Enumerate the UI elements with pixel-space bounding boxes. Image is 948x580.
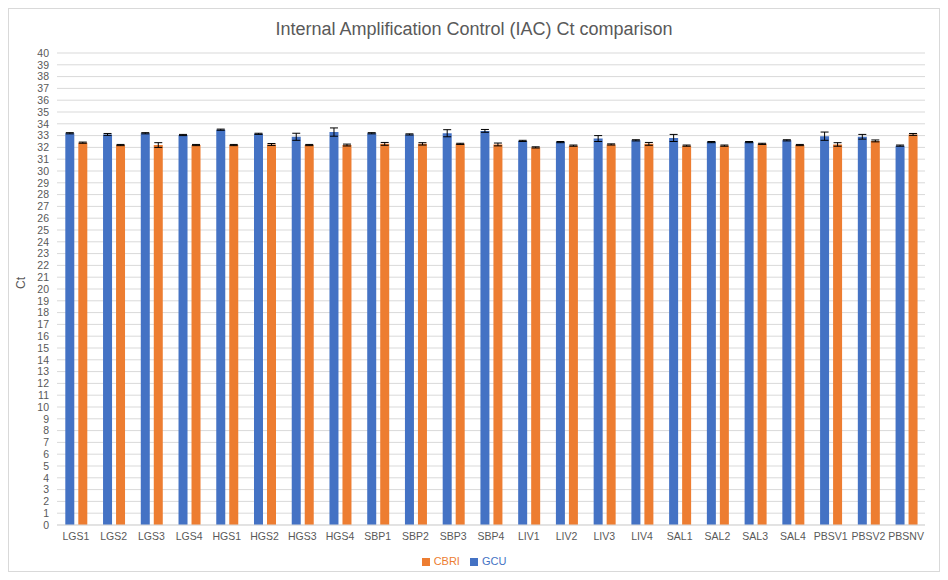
svg-text:16: 16 xyxy=(37,330,49,342)
svg-text:LGS4: LGS4 xyxy=(176,530,203,542)
svg-text:PBSV1: PBSV1 xyxy=(814,530,848,542)
svg-text:35: 35 xyxy=(37,106,49,118)
svg-text:HGS2: HGS2 xyxy=(250,530,279,542)
svg-text:HGS4: HGS4 xyxy=(326,530,355,542)
svg-text:39: 39 xyxy=(37,59,49,71)
svg-text:31: 31 xyxy=(37,153,49,165)
svg-text:23: 23 xyxy=(37,247,49,259)
svg-text:LIV3: LIV3 xyxy=(593,530,615,542)
svg-text:18: 18 xyxy=(37,306,49,318)
svg-text:21: 21 xyxy=(37,271,49,283)
svg-text:6: 6 xyxy=(43,448,49,460)
svg-text:PBSNV: PBSNV xyxy=(888,530,924,542)
svg-text:PBSV2: PBSV2 xyxy=(851,530,885,542)
svg-text:30: 30 xyxy=(37,165,49,177)
svg-text:2: 2 xyxy=(43,495,49,507)
svg-text:28: 28 xyxy=(37,188,49,200)
svg-text:SBP2: SBP2 xyxy=(402,530,429,542)
svg-text:27: 27 xyxy=(37,200,49,212)
svg-text:SAL4: SAL4 xyxy=(780,530,806,542)
svg-text:4: 4 xyxy=(43,472,49,484)
svg-text:0: 0 xyxy=(43,519,49,531)
svg-text:15: 15 xyxy=(37,342,49,354)
html-text:CBRI: CBRI xyxy=(433,555,460,567)
svg-text:LIV4: LIV4 xyxy=(631,530,653,542)
svg-text:37: 37 xyxy=(37,82,49,94)
svg-text:SBP4: SBP4 xyxy=(478,530,505,542)
svg-text:20: 20 xyxy=(37,283,49,295)
svg-text:SAL2: SAL2 xyxy=(705,530,731,542)
svg-text:LGS3: LGS3 xyxy=(138,530,165,542)
svg-text:33: 33 xyxy=(37,129,49,141)
svg-text:10: 10 xyxy=(37,401,49,413)
svg-text:19: 19 xyxy=(37,295,49,307)
svg-text:HGS1: HGS1 xyxy=(213,530,242,542)
svg-text:11: 11 xyxy=(38,389,49,401)
svg-text:1: 1 xyxy=(43,507,49,519)
svg-text:36: 36 xyxy=(37,94,49,106)
svg-text:13: 13 xyxy=(37,365,49,377)
svg-text:5: 5 xyxy=(43,460,49,472)
svg-text:40: 40 xyxy=(37,49,49,59)
svg-text:24: 24 xyxy=(37,236,49,248)
svg-text:22: 22 xyxy=(37,259,49,271)
svg-text:29: 29 xyxy=(37,177,49,189)
svg-text:HGS3: HGS3 xyxy=(288,530,317,542)
svg-text:Ct: Ct xyxy=(14,276,28,289)
svg-text:7: 7 xyxy=(43,436,49,448)
svg-text:LGS1: LGS1 xyxy=(62,530,89,542)
svg-text:14: 14 xyxy=(37,354,49,366)
svg-text:LIV2: LIV2 xyxy=(556,530,578,542)
svg-text:17: 17 xyxy=(37,318,49,330)
svg-text:LGS2: LGS2 xyxy=(100,530,127,542)
svg-text:32: 32 xyxy=(37,141,49,153)
svg-text:LIV1: LIV1 xyxy=(518,530,540,542)
html-text:Internal Amplification Control: Internal Amplification Control (IAC) Ct … xyxy=(275,19,673,39)
svg-text:12: 12 xyxy=(37,377,49,389)
svg-text:9: 9 xyxy=(43,413,49,425)
svg-text:SAL1: SAL1 xyxy=(667,530,693,542)
svg-text:26: 26 xyxy=(37,212,49,224)
svg-text:8: 8 xyxy=(43,424,49,436)
svg-text:3: 3 xyxy=(43,483,49,495)
svg-text:25: 25 xyxy=(37,224,49,236)
svg-text:34: 34 xyxy=(37,118,49,130)
svg-text:SAL3: SAL3 xyxy=(742,530,768,542)
svg-text:SBP3: SBP3 xyxy=(440,530,467,542)
svg-text:SBP1: SBP1 xyxy=(364,530,391,542)
svg-text:38: 38 xyxy=(37,70,49,82)
html-text:GCU: GCU xyxy=(481,555,507,567)
